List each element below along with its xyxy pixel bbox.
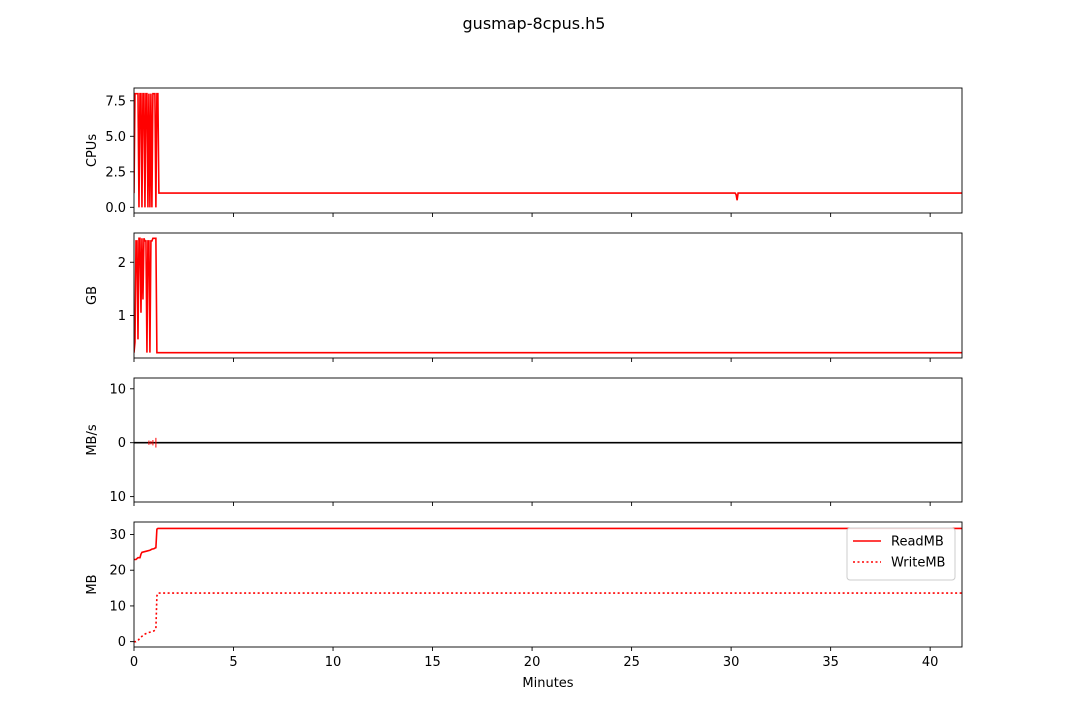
subplot-2: 1 2 GB xyxy=(85,232,963,362)
legend-label-readmb: ReadMB xyxy=(891,535,944,550)
y-tick-label: 0 xyxy=(118,635,126,650)
x-tick-label: 20 xyxy=(524,655,541,670)
axes-frame xyxy=(133,377,963,503)
subplot-1: 0.0 2.5 5.0 7.5 CPUs xyxy=(85,87,963,217)
series-group xyxy=(134,527,962,643)
y-tick-label: 2.5 xyxy=(105,165,126,180)
series-group xyxy=(134,92,962,208)
axes-frame xyxy=(133,521,963,648)
y-tick-label: 7.5 xyxy=(105,94,126,109)
readmb-line xyxy=(134,527,962,561)
subplot-4: 0 10 20 30 0 5 10 15 20 25 30 35 40 MB ReadMB WriteMB xyxy=(85,521,963,670)
x-tick-label: 5 xyxy=(229,655,237,670)
y-axis-label: CPUs xyxy=(85,134,100,167)
x-tick-label: 25 xyxy=(623,655,640,670)
subplot-3: 10 0 10 MB/s xyxy=(85,377,963,506)
legend: ReadMB WriteMB xyxy=(846,527,956,581)
figure-title: gusmap-8cpus.h5 xyxy=(463,14,606,33)
y-tick-label: 10 xyxy=(109,490,126,505)
x-tick-label: 10 xyxy=(325,655,342,670)
x-axis-label: Minutes xyxy=(522,676,573,691)
y-tick-label: 20 xyxy=(109,564,126,579)
x-tick-label: 15 xyxy=(424,655,441,670)
y-tick-label: 2 xyxy=(118,256,126,271)
y-tick-label: 0.0 xyxy=(105,201,126,216)
y-axis-label: GB xyxy=(85,286,100,305)
x-tick-label: 35 xyxy=(822,655,839,670)
y-tick-label: 30 xyxy=(109,528,126,543)
axes-frame xyxy=(133,87,963,214)
y-tick-label: 1 xyxy=(118,309,126,324)
y-axis-label: MB xyxy=(85,574,100,594)
x-tick-label: 30 xyxy=(723,655,740,670)
series-group xyxy=(134,437,962,448)
y-axis-label: MB/s xyxy=(85,424,100,456)
series-1-line xyxy=(134,237,962,354)
y-tick-label: 10 xyxy=(109,382,126,397)
axes-frame xyxy=(133,232,963,359)
subplots: 0.0 2.5 5.0 7.5 CPUs 1 2 GB 10 0 10 MB/s 0 10 20 30 0 5 10… xyxy=(85,87,963,670)
series-group xyxy=(134,237,962,354)
legend-label-writemb: WriteMB xyxy=(891,556,945,571)
y-tick-label: 0 xyxy=(118,436,126,451)
writemb-line xyxy=(134,592,962,643)
x-tick-label: 0 xyxy=(130,655,138,670)
series-1-line xyxy=(134,92,962,208)
x-tick-label: 40 xyxy=(922,655,939,670)
y-tick-label: 10 xyxy=(109,599,126,614)
y-tick-label: 5.0 xyxy=(105,130,126,145)
